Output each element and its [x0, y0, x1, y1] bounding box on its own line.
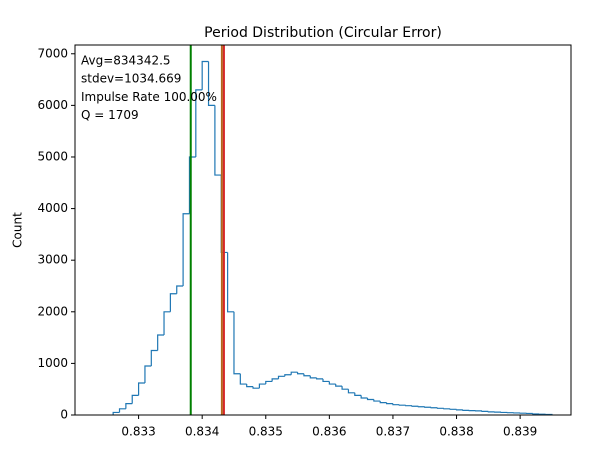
histogram-step [290, 371, 298, 375]
histogram-step [335, 384, 343, 387]
histogram-step [532, 413, 540, 415]
histogram-step [366, 397, 374, 401]
histogram-step [487, 411, 495, 413]
histogram-step [157, 334, 165, 351]
y-tick-label: 1000 [37, 356, 68, 370]
histogram-step [277, 375, 285, 379]
y-tick-label: 7000 [37, 46, 68, 60]
histogram-step [424, 406, 432, 408]
histogram-step [112, 411, 120, 415]
annotation: stdev=1034.669 [81, 72, 181, 86]
x-tick-label: 0.834 [185, 425, 219, 439]
annotation: Q = 1709 [81, 108, 139, 122]
histogram-step [360, 395, 368, 399]
y-tick-label: 3000 [37, 253, 68, 267]
histogram-step [201, 60, 209, 90]
histogram-step [436, 407, 444, 409]
y-tick-label: 6000 [37, 98, 68, 112]
histogram-step [411, 405, 419, 407]
histogram-step [131, 394, 139, 404]
histogram-step [449, 408, 457, 410]
histogram-step [443, 408, 451, 410]
histogram-step [227, 252, 234, 313]
histogram-step [455, 409, 463, 411]
x-tick-label: 0.838 [439, 425, 473, 439]
histogram-step [373, 399, 381, 402]
histogram-step [481, 410, 489, 412]
x-tick-label: 0.836 [312, 425, 346, 439]
histogram-step [182, 213, 190, 286]
histogram-step [296, 372, 304, 375]
histogram-step [195, 89, 203, 157]
histogram-step [169, 293, 177, 312]
histogram-step [271, 378, 279, 382]
histogram-step [284, 374, 292, 377]
histogram-step [398, 404, 406, 406]
histogram-step [118, 408, 126, 413]
histogram-step [176, 285, 184, 294]
histogram-step [341, 386, 349, 390]
histogram-step [430, 407, 438, 409]
histogram-step [214, 105, 222, 176]
histogram-step [303, 373, 311, 377]
histogram-step [239, 373, 247, 385]
y-tick-label: 2000 [37, 304, 68, 318]
histogram-step [150, 349, 158, 366]
histogram-step [379, 401, 387, 404]
histogram-step [385, 402, 393, 405]
histogram-step [392, 403, 400, 406]
histogram-step [347, 389, 355, 394]
histogram-step [125, 403, 133, 409]
x-tick-label: 0.835 [249, 425, 283, 439]
y-tick-label: 0 [60, 408, 68, 422]
annotation: Impulse Rate 100.00% [81, 90, 217, 104]
histogram-step [258, 383, 266, 389]
chart-title: Period Distribution (Circular Error) [204, 25, 442, 41]
histogram-step [265, 380, 273, 385]
histogram-step [207, 61, 215, 106]
annotation: Avg=834342.5 [81, 54, 171, 68]
histogram-step [137, 382, 145, 396]
histogram-step [462, 409, 470, 411]
histogram-step [233, 311, 241, 375]
histogram-step [163, 311, 171, 336]
histogram-step [252, 386, 260, 389]
histogram-step [328, 381, 336, 385]
histogram-step [188, 156, 196, 214]
histogram-step [354, 392, 362, 396]
y-tick-label: 5000 [37, 149, 68, 163]
y-axis-label: Count [11, 212, 25, 248]
histogram-step [417, 406, 425, 408]
x-tick-label: 0.833 [121, 425, 155, 439]
y-tick-label: 4000 [37, 201, 68, 215]
histogram-step [144, 365, 152, 384]
histogram-step [405, 405, 413, 407]
histogram-step [309, 375, 317, 379]
x-tick-label: 0.837 [376, 425, 410, 439]
plot-frame [74, 44, 572, 416]
histogram-step [316, 377, 323, 380]
x-tick-label: 0.839 [503, 425, 537, 439]
histogram-step [246, 384, 254, 388]
histogram-step [322, 378, 330, 383]
